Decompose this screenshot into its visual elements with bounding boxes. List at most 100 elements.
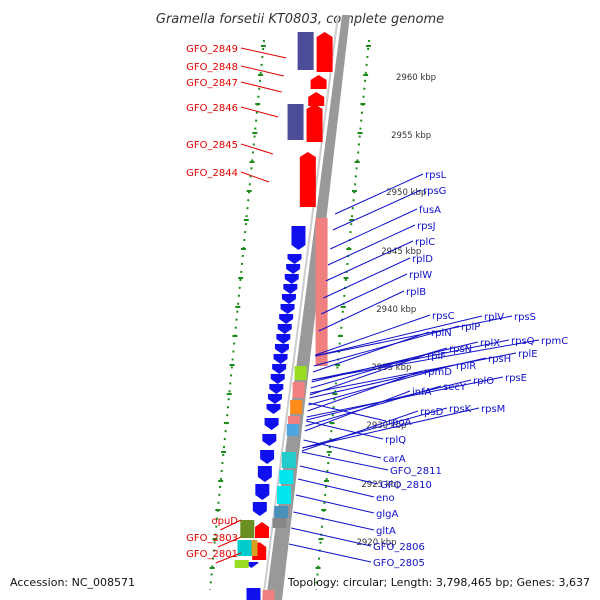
gene-label-right[interactable]: rplQ (385, 435, 406, 446)
gene-label-right[interactable]: rplD (412, 254, 433, 265)
leader-line (318, 290, 405, 332)
gene-label-right[interactable]: rpsG (423, 186, 446, 197)
gene-label-right[interactable]: GFO_2805 (373, 558, 425, 569)
gene-label-right[interactable]: rpsK (449, 404, 472, 415)
leader-line (297, 478, 375, 498)
gene-label-right[interactable]: gltA (376, 526, 396, 537)
reverse-gene-arrow (280, 304, 295, 314)
leader-line (334, 173, 424, 215)
gene-label-left[interactable]: GFO_2844 (186, 168, 238, 179)
gene-label-right[interactable]: rplR (456, 361, 476, 372)
gene-label-right[interactable]: rpsD (420, 407, 444, 418)
gene-label-right[interactable]: rplP (461, 322, 480, 333)
forward-gene-arrow (306, 104, 323, 142)
leader-line (332, 189, 422, 231)
leader-line (327, 224, 416, 266)
kbp-label: 2935 kbp (371, 363, 411, 373)
gene-label-left[interactable]: GFO_2801 (186, 549, 238, 560)
leader-line (240, 143, 274, 155)
leader-line (310, 347, 448, 389)
gene-label-left[interactable]: GFO_2847 (186, 78, 238, 89)
gene-label-right[interactable]: carA (383, 454, 406, 465)
forward-gene-arrow (316, 32, 333, 72)
reverse-gene-arrow (279, 314, 294, 324)
reverse-gene-arrow (286, 264, 301, 274)
gene-label-right[interactable]: rpoA (388, 417, 412, 428)
leader-line (307, 370, 423, 412)
accession-text: Accession: NC_008571 (10, 576, 135, 589)
gene-label-right[interactable]: GFO_2810 (380, 480, 432, 491)
reverse-gene-arrow (281, 294, 296, 304)
gene-label-right[interactable]: GFO_2806 (373, 542, 425, 553)
gene-label-right[interactable]: fusA (419, 205, 441, 216)
reverse-gene-arrow (283, 284, 298, 294)
leader-line (302, 407, 448, 449)
gene-label-right[interactable]: rpmC (541, 336, 568, 347)
right-gene-labels[interactable]: rpsL rpsG fusA rpsJ rplC rplD rplW rplB rpsC rplV… (288, 170, 568, 569)
gene-label-right[interactable]: rplF (427, 351, 446, 362)
leader-line (240, 65, 284, 77)
reverse-gene-arrow (269, 384, 284, 394)
gene-label-left[interactable]: GFO_2849 (186, 44, 238, 55)
gene-label-right[interactable]: rplO (473, 376, 494, 387)
gene-label-right[interactable]: rplV (484, 312, 504, 323)
gene-label-right[interactable]: rpsN (449, 344, 472, 355)
kbp-label: 2920 kbp (356, 538, 396, 548)
gene-label-right[interactable]: rpsQ (511, 336, 535, 347)
leader-line (309, 352, 517, 394)
leader-line (312, 331, 430, 373)
reverse-gene-arrow (276, 334, 291, 344)
gene-label-right[interactable]: rpsJ (417, 221, 436, 232)
kbp-label: 2930 kbp (366, 421, 406, 431)
forward-gene-arrow (310, 75, 327, 89)
gene-label-right[interactable]: rpsS (514, 312, 536, 323)
reverse-cds-block (274, 506, 289, 518)
reverse-gene-arrow (262, 434, 277, 446)
left-gene-labels[interactable]: GFO_2849 GFO_2848 GFO_2847 GFO_2846 GFO_2845… (186, 44, 287, 564)
gene-label-right[interactable]: secY (443, 382, 467, 393)
leader-line (288, 543, 372, 563)
forward-gene-arrow (308, 92, 325, 106)
kbp-label: 2945 kbp (381, 247, 421, 257)
kbp-scale-labels: 2960 kbp 2955 kbp 2950 kbp 2945 kbp 2940 kbp… (356, 73, 436, 548)
gene-label-left[interactable]: GFO_2848 (186, 62, 238, 73)
gene-label-left[interactable]: GFO_2803 (186, 533, 238, 544)
gene-label-right[interactable]: rplE (518, 349, 538, 360)
leader-line (303, 439, 382, 459)
reverse-cds-block (281, 452, 296, 468)
reverse-gene-arrow (260, 450, 275, 464)
gene-label-left[interactable]: opuD (211, 516, 238, 527)
leader-line (293, 511, 375, 531)
gene-label-right[interactable]: rpsM (481, 404, 505, 415)
leader-line (240, 106, 279, 118)
leader-line (217, 536, 242, 548)
reverse-cds-block (292, 382, 305, 398)
reverse-gene-arrow (284, 274, 299, 284)
reverse-gene-arrow (291, 226, 306, 250)
leader-line (301, 451, 389, 471)
leader-line (315, 315, 513, 357)
gene-label-right[interactable]: GFO_2811 (390, 466, 442, 477)
gene-label-right[interactable]: rplC (415, 237, 435, 248)
gene-label-right[interactable]: rpsH (488, 354, 511, 365)
gene-label-right[interactable]: rplW (409, 270, 432, 281)
reverse-gene-arrow (257, 466, 272, 482)
gene-label-right[interactable]: glgA (376, 509, 398, 520)
forward-cds-block (297, 32, 314, 70)
gene-label-right[interactable]: rpmD (424, 367, 452, 378)
leader-line (315, 314, 431, 356)
gene-label-right[interactable]: rplB (406, 287, 426, 298)
gene-label-right[interactable]: infA (412, 387, 432, 398)
reverse-gene-arrow (267, 394, 282, 404)
gene-label-right[interactable]: rplN (431, 328, 452, 339)
reverse-cds-block (290, 400, 303, 414)
leader-line (215, 552, 242, 564)
gene-label-left[interactable]: GFO_2846 (186, 103, 238, 114)
gene-label-right[interactable]: eno (376, 493, 395, 504)
gene-label-left[interactable]: GFO_2845 (186, 140, 238, 151)
reverse-gene-arrow (273, 354, 288, 364)
gene-label-right[interactable]: rpsE (505, 373, 527, 384)
gene-label-right[interactable]: rpsC (432, 311, 455, 322)
gene-label-right[interactable]: rpsL (425, 170, 447, 181)
